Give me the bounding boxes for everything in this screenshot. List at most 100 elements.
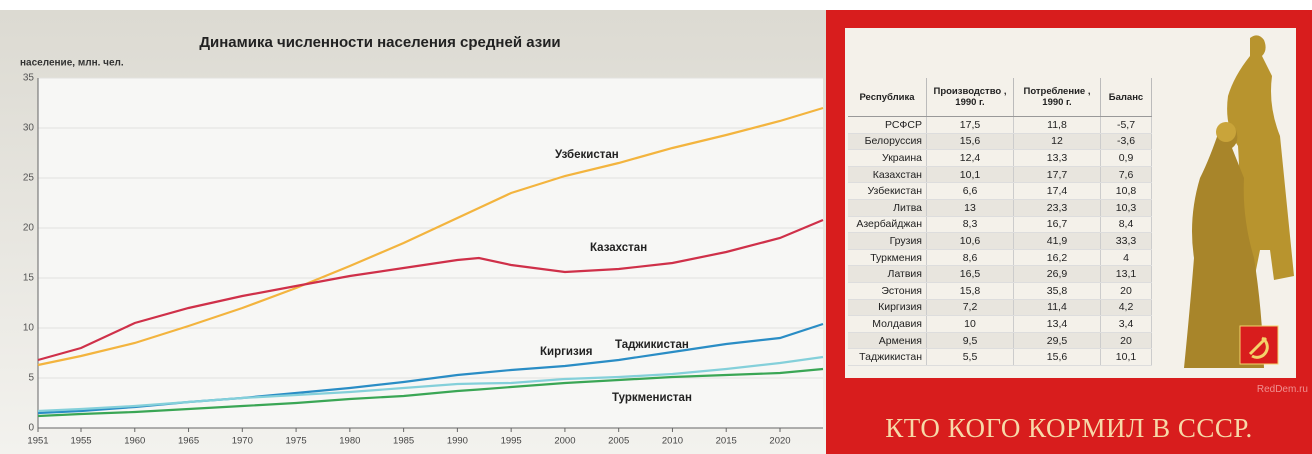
table-cell: 12: [1014, 133, 1101, 150]
series-label: Туркменистан: [612, 392, 692, 404]
x-tick-label: 1955: [70, 436, 91, 447]
x-tick-label: 2005: [608, 436, 629, 447]
table-cell: Армения: [848, 332, 927, 349]
table-cell: 10: [927, 316, 1014, 333]
table-cell: 13: [927, 199, 1014, 216]
table-cell: РСФСР: [848, 117, 927, 134]
table-cell: 13,4: [1014, 316, 1101, 333]
table-cell: -5,7: [1101, 117, 1152, 134]
table-cell: 13,3: [1014, 150, 1101, 167]
table-cell: 16,2: [1014, 249, 1101, 266]
x-tick-label: 2020: [769, 436, 790, 447]
x-tick-label: 1980: [339, 436, 360, 447]
table-cell: Туркмения: [848, 249, 927, 266]
table-cell: 16,5: [927, 266, 1014, 283]
table-cell: Таджикистан: [848, 349, 927, 366]
series-label: Киргизия: [540, 346, 592, 358]
table-cell: Азербайджан: [848, 216, 927, 233]
y-tick-label: 25: [23, 173, 35, 184]
table-cell: 11,8: [1014, 117, 1101, 134]
watermark: RedDem.ru: [1257, 384, 1308, 395]
y-axis-label: население, млн. чел.: [20, 58, 124, 69]
table-cell: 9,5: [927, 332, 1014, 349]
table-row: РСФСР17,511,8-5,7: [848, 117, 1152, 134]
table-cell: 41,9: [1014, 233, 1101, 250]
table-cell: 7,6: [1101, 166, 1152, 183]
table-cell: 33,3: [1101, 233, 1152, 250]
table-cell: Эстония: [848, 282, 927, 299]
x-tick-label: 2015: [716, 436, 737, 447]
x-tick-label: 1975: [286, 436, 307, 447]
table-cell: 8,6: [927, 249, 1014, 266]
y-tick-label: 20: [23, 223, 35, 234]
table-cell: 0,9: [1101, 150, 1152, 167]
table-cell: 4,2: [1101, 299, 1152, 316]
table-cell: Грузия: [848, 233, 927, 250]
series-label: Таджикистан: [615, 339, 689, 351]
y-tick-label: 35: [23, 73, 35, 84]
x-tick-label: 1985: [393, 436, 414, 447]
x-tick-label: 1970: [232, 436, 253, 447]
column-header: Республика: [848, 78, 927, 117]
chart: Динамика численности населения средней а…: [0, 0, 826, 454]
x-tick-label: 1965: [178, 436, 199, 447]
page: Динамика численности населения средней а…: [0, 0, 1312, 454]
column-header: Производство , 1990 г.: [927, 78, 1014, 117]
table-cell: Молдавия: [848, 316, 927, 333]
table-row: Узбекистан6,617,410,8: [848, 183, 1152, 200]
column-header: Потребление , 1990 г.: [1014, 78, 1101, 117]
table-cell: 29,5: [1014, 332, 1101, 349]
table-cell: 35,8: [1014, 282, 1101, 299]
table-cell: Казахстан: [848, 166, 927, 183]
table-cell: Киргизия: [848, 299, 927, 316]
caption: КТО КОГО КОРМИЛ В СССР.: [826, 413, 1312, 444]
table-cell: 26,9: [1014, 266, 1101, 283]
table-cell: Украина: [848, 150, 927, 167]
y-tick-label: 15: [23, 273, 35, 284]
table-cell: 5,5: [927, 349, 1014, 366]
x-tick-label: 1990: [447, 436, 468, 447]
table-cell: 10,1: [927, 166, 1014, 183]
series-label: Узбекистан: [555, 149, 619, 161]
table-cell: 4: [1101, 249, 1152, 266]
table-cell: 15,8: [927, 282, 1014, 299]
table-cell: 8,4: [1101, 216, 1152, 233]
table-cell: Узбекистан: [848, 183, 927, 200]
x-tick-label: 1995: [501, 436, 522, 447]
table-cell: 13,1: [1101, 266, 1152, 283]
table-cell: 17,7: [1014, 166, 1101, 183]
y-tick-label: 5: [28, 373, 34, 384]
table-cell: 23,3: [1014, 199, 1101, 216]
table-panel: РеспубликаПроизводство , 1990 г.Потребле…: [845, 28, 1296, 378]
y-tick-label: 10: [23, 323, 35, 334]
table-cell: 10,6: [927, 233, 1014, 250]
table-cell: 17,5: [927, 117, 1014, 134]
x-tick-label: 1960: [124, 436, 145, 447]
table-cell: 17,4: [1014, 183, 1101, 200]
table-cell: 7,2: [927, 299, 1014, 316]
x-tick-label: 2000: [554, 436, 575, 447]
y-tick-label: 30: [23, 123, 35, 134]
table-cell: 10,1: [1101, 349, 1152, 366]
table-row: Украина12,413,30,9: [848, 150, 1152, 167]
table-cell: 15,6: [1014, 349, 1101, 366]
x-tick-label: 2010: [662, 436, 683, 447]
table-cell: 6,6: [927, 183, 1014, 200]
table-cell: Латвия: [848, 266, 927, 283]
chart-title: Динамика численности населения средней а…: [199, 34, 560, 51]
series-label: Казахстан: [590, 242, 647, 254]
table-cell: 11,4: [1014, 299, 1101, 316]
table-cell: 8,3: [927, 216, 1014, 233]
